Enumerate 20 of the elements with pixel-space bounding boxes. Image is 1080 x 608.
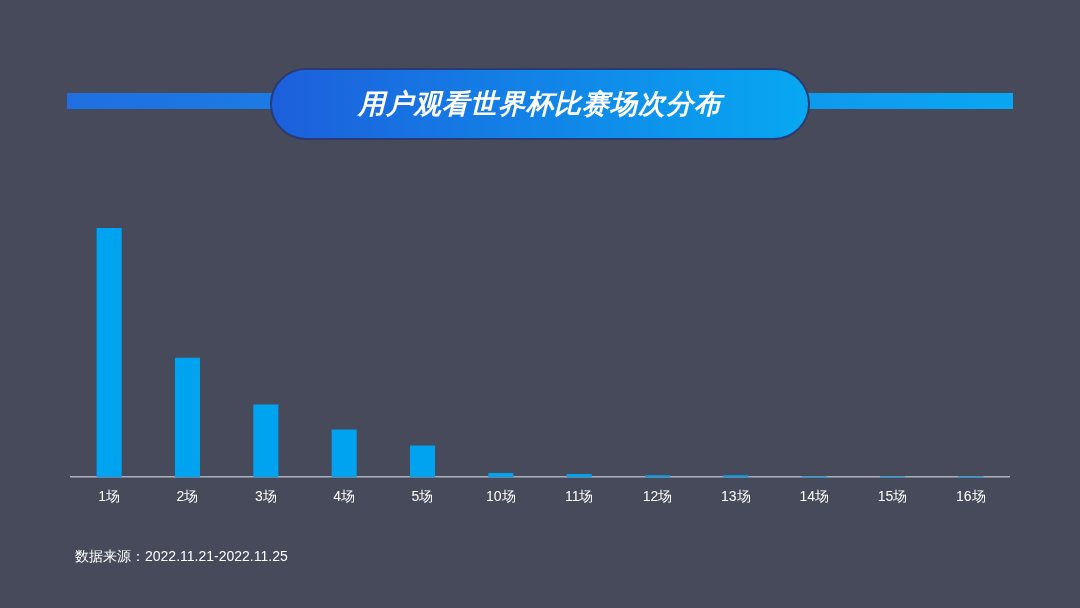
- bar: [566, 473, 592, 478]
- bar: [331, 429, 357, 478]
- x-tick-label: 16场: [956, 488, 986, 505]
- source-note: 数据来源：2022.11.21-2022.11.25: [75, 548, 288, 566]
- bar: [409, 445, 436, 478]
- x-tick-label: 11场: [564, 488, 594, 505]
- bar: [253, 404, 279, 478]
- x-tick-label: 12场: [642, 488, 673, 505]
- x-tick-label: 10场: [486, 488, 516, 505]
- x-tick-label: 14场: [799, 488, 829, 505]
- bar: [96, 228, 122, 478]
- bar: [174, 357, 201, 478]
- x-tick-label: 15场: [877, 488, 908, 505]
- x-tick-label: 13场: [721, 488, 751, 505]
- x-tick-label: 4场: [333, 488, 356, 505]
- x-tick-label: 1场: [98, 488, 121, 505]
- x-tick-label: 2场: [176, 488, 199, 505]
- x-tick-label: 3场: [254, 488, 277, 505]
- bar: [488, 472, 514, 478]
- x-tick-label: 5场: [411, 488, 434, 505]
